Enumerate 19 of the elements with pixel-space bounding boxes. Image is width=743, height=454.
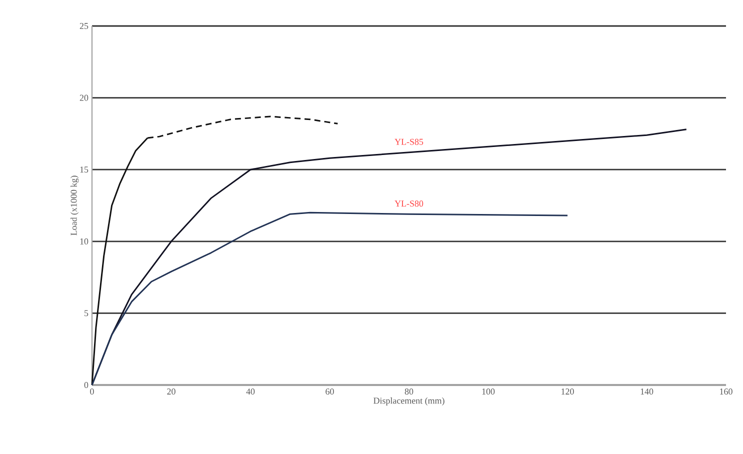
y-tick-label: 20	[80, 94, 88, 101]
x-tick-label: 140	[640, 388, 654, 395]
x-tick-label: 160	[720, 388, 732, 395]
x-tick-label: 60	[326, 388, 334, 395]
series-label: YL-S80	[394, 200, 424, 207]
y-tick-label: 5	[84, 310, 88, 316]
y-axis-title: Load (x1000 kg)	[70, 176, 79, 236]
x-axis-title: Displacement (mm)	[374, 397, 444, 406]
y-tick-label: 15	[80, 166, 88, 173]
y-tick-label: 0	[84, 382, 88, 388]
x-tick-label: 40	[246, 388, 255, 395]
y-tick-label: 10	[80, 238, 88, 244]
x-tick-label: 120	[562, 388, 574, 395]
y-tick-label: 25	[80, 22, 88, 30]
x-tick-label: 100	[482, 388, 495, 395]
x-tick-label: 20	[167, 388, 176, 395]
x-tick-label: 0	[90, 388, 94, 395]
x-tick-label: 80	[404, 388, 414, 395]
series-label: YL-S85	[394, 138, 424, 145]
